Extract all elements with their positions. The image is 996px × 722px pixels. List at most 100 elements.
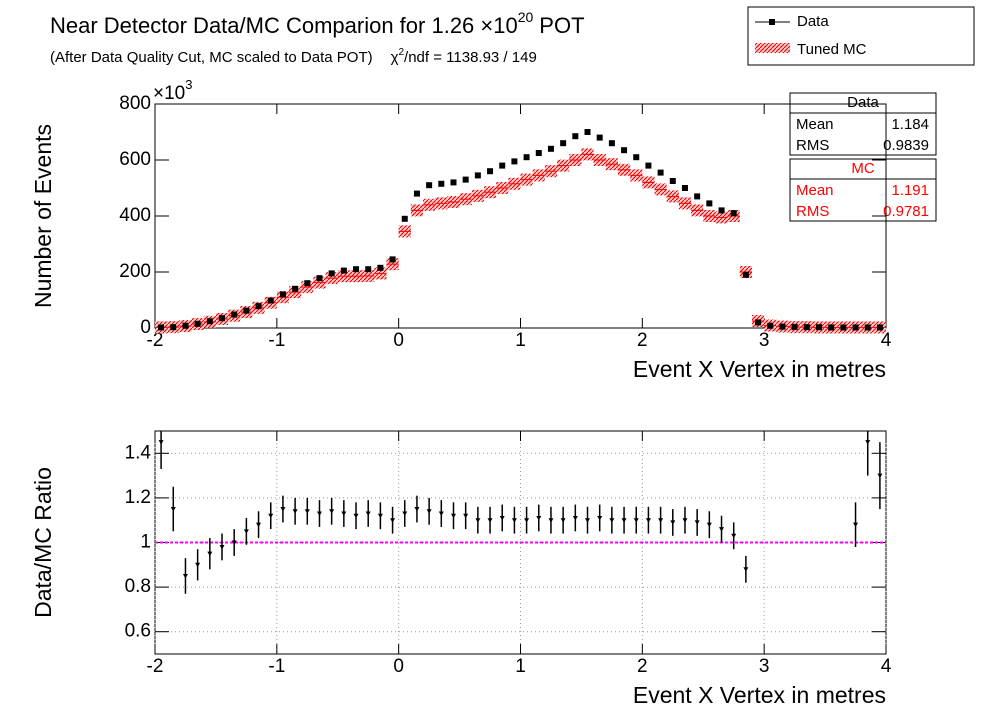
data-point [340, 267, 347, 274]
data-point [584, 129, 591, 135]
ratio-point [207, 551, 213, 557]
stats-box [789, 92, 937, 156]
data-point [718, 207, 725, 214]
ratio-point [877, 473, 883, 479]
ratio-point [633, 518, 639, 523]
ratio-point [572, 515, 578, 521]
data-point [170, 324, 177, 331]
data-point [840, 324, 847, 331]
data-point [547, 145, 554, 152]
data-point [292, 285, 299, 292]
y-tick-label: 0.6 [125, 621, 151, 642]
x-tick-label: 3 [759, 330, 770, 351]
stats-value: 1.184 [891, 116, 929, 133]
data-point [255, 303, 262, 310]
ratio-point [292, 509, 298, 514]
ratio-point [731, 533, 737, 539]
data-point [791, 323, 798, 330]
data-point [669, 178, 676, 184]
stats-title: MC [851, 160, 874, 177]
y-multiplier-base: ×10 [153, 83, 185, 104]
data-point [706, 200, 713, 207]
y-multiplier: ×103 [153, 77, 192, 104]
data-point [304, 280, 311, 287]
ratio-point [390, 518, 396, 523]
ratio-point [231, 540, 237, 545]
ratio-point [316, 511, 322, 517]
x-tick-label: 4 [881, 330, 892, 351]
data-point [316, 275, 323, 282]
data-point [694, 193, 701, 200]
stats-title: Data [847, 94, 879, 111]
data-point [852, 324, 859, 331]
ratio-point [585, 518, 591, 523]
ratio-point [524, 518, 530, 523]
ratio-point [499, 515, 505, 521]
data-point [389, 256, 396, 263]
data-point [560, 140, 567, 147]
data-point [633, 154, 640, 161]
ratio-point [365, 511, 371, 517]
y-tick-label: 800 [119, 93, 151, 114]
chart-title: Near Detector Data/MC Comparion for 1.26… [50, 9, 585, 38]
ratio-point [670, 520, 676, 525]
stats-boxes: Data Mean 1.184 RMS 0.9839 MC Mean 1.191 RMS 0.97… [789, 92, 937, 222]
ratio-point [182, 573, 188, 579]
data-point [328, 270, 335, 277]
ratio-point [329, 509, 335, 514]
ratio-point [377, 513, 383, 519]
data-point [815, 324, 822, 331]
ratio-point [280, 507, 286, 512]
data-point [535, 150, 542, 156]
stats-box [789, 158, 937, 222]
data-point [730, 210, 737, 217]
plot-frame [154, 103, 887, 329]
ratio-point [511, 518, 517, 523]
stats-value: 0.9781 [883, 203, 929, 220]
ratio-point [463, 513, 469, 519]
ratio-point [682, 518, 688, 523]
x-tick-label: 2 [637, 656, 648, 677]
data-point [462, 176, 469, 183]
y-tick-label: 400 [119, 205, 151, 226]
ratio-point [170, 507, 176, 512]
x-tick-label: 2 [637, 330, 648, 351]
x-tick-label: -2 [147, 330, 164, 351]
ratio-point [597, 515, 603, 521]
x-axis-title: Event X Vertex in metres [633, 356, 886, 382]
y-tick-label: 1.4 [125, 442, 152, 463]
data-point [182, 322, 189, 329]
ratio-point [438, 511, 444, 517]
ratio-point [706, 522, 712, 528]
ratio-point [536, 515, 542, 521]
y-tick-label: 0 [140, 317, 151, 338]
y-tick-label: 200 [119, 261, 151, 282]
data-point [645, 162, 652, 169]
data-point [158, 324, 165, 331]
data-point [767, 322, 774, 329]
data-point [487, 168, 494, 175]
data-point [828, 324, 835, 331]
ratio-point [158, 440, 164, 445]
stats-value: 0.9839 [883, 137, 929, 154]
data-point [438, 180, 445, 187]
ratio-point [341, 511, 347, 517]
data-point [365, 266, 372, 273]
data-point [621, 147, 628, 154]
ratio-point [243, 529, 249, 534]
data-point [450, 179, 457, 186]
data-point [219, 315, 226, 322]
y-axis-title: Number of Events [30, 124, 56, 308]
x-tick-label: 1 [515, 656, 526, 677]
data-point [876, 324, 883, 331]
ratio-point [560, 518, 566, 523]
y-multiplier-exp: 3 [185, 77, 192, 92]
data-point [864, 324, 871, 331]
x-tick-label: -2 [147, 656, 164, 677]
ratio-point [645, 518, 651, 523]
data-point [231, 311, 238, 318]
data-point [608, 140, 615, 147]
stats-label: RMS [796, 203, 829, 220]
x-tick-label: 0 [393, 330, 404, 351]
